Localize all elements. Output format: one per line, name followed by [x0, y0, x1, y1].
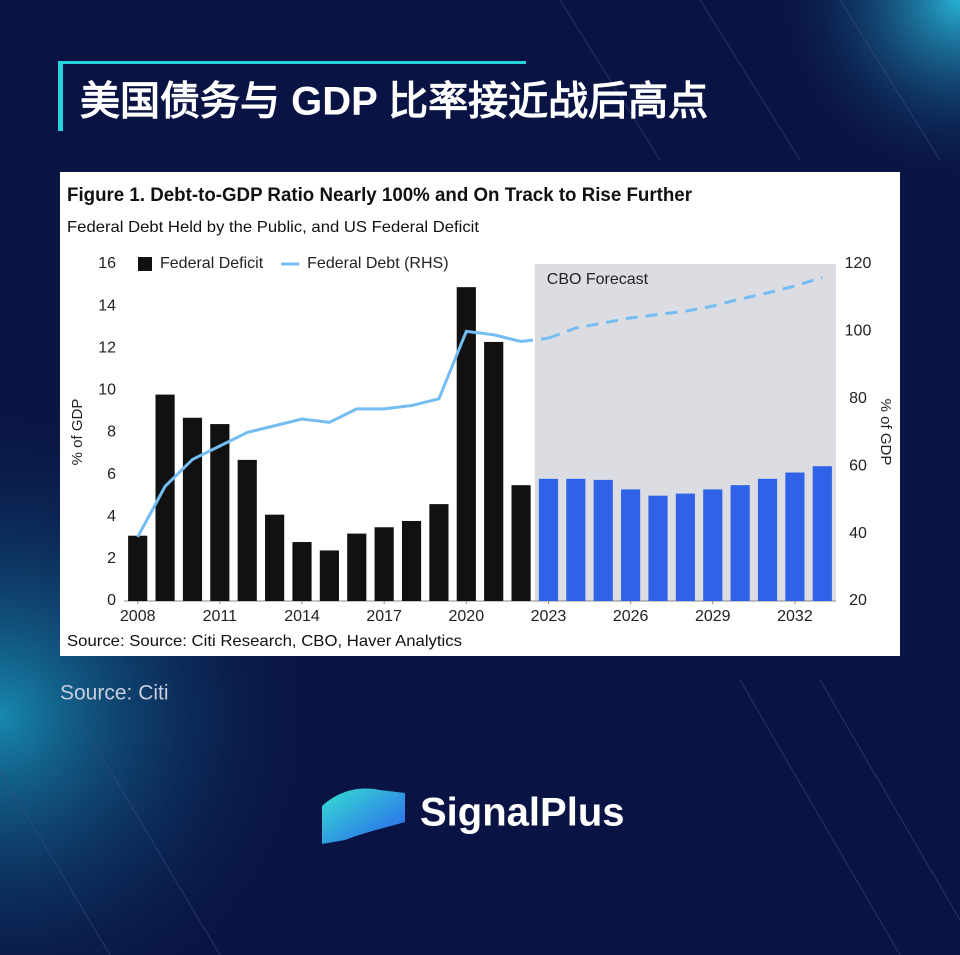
- bar: [429, 504, 449, 601]
- legend-label: Federal Debt (RHS): [307, 255, 448, 272]
- bar: [566, 478, 586, 601]
- bar: [347, 533, 367, 601]
- bar: [265, 514, 285, 601]
- bar: [155, 394, 175, 601]
- bar: [785, 472, 805, 601]
- y2-tick-label: 20: [849, 592, 867, 609]
- y-tick-label: 8: [107, 424, 116, 441]
- y-tick-label: 10: [98, 382, 116, 399]
- y2-axis-label: % of GDP: [877, 399, 894, 466]
- x-tick-label: 2008: [120, 608, 156, 625]
- bar: [484, 341, 504, 601]
- legend-swatch: [138, 257, 152, 271]
- legend-label: Federal Deficit: [160, 255, 264, 272]
- bar: [648, 495, 668, 601]
- caption: Source: Citi: [60, 682, 169, 705]
- y-tick-label: 4: [107, 508, 116, 525]
- x-tick-label: 2017: [366, 608, 402, 625]
- title-rule: [58, 61, 526, 64]
- logo-icon: [322, 788, 405, 844]
- y-tick-label: 6: [107, 466, 116, 483]
- brand-name: SignalPlus: [420, 791, 625, 835]
- y-axis-label: % of GDP: [69, 399, 86, 466]
- page-title: 美国债务与 GDP 比率接近战后高点: [80, 80, 708, 124]
- bar: [182, 417, 203, 601]
- line-connector: [520, 336, 549, 343]
- bar: [237, 459, 257, 601]
- bar: [374, 527, 394, 601]
- y2-tick-label: 60: [849, 457, 867, 474]
- y-tick-label: 14: [98, 297, 116, 314]
- bar: [812, 466, 832, 601]
- y-tick-label: 12: [98, 339, 116, 356]
- bar: [456, 287, 476, 601]
- y2-tick-label: 100: [845, 323, 872, 340]
- bar: [675, 493, 695, 601]
- x-tick-label: 2023: [531, 608, 567, 625]
- region-label: CBO Forecast: [547, 271, 649, 288]
- y-tick-label: 0: [107, 592, 116, 609]
- bar: [703, 489, 723, 601]
- bar: [757, 478, 778, 601]
- x-tick-label: 2032: [777, 608, 813, 625]
- chart-title: Figure 1. Debt-to-GDP Ratio Nearly 100% …: [67, 185, 693, 206]
- bar: [538, 478, 559, 601]
- y-tick-label: 2: [107, 550, 116, 567]
- chart-subtitle: Federal Debt Held by the Public, and US …: [67, 219, 480, 236]
- x-tick-label: 2020: [449, 608, 485, 625]
- bar: [621, 489, 641, 601]
- line: [136, 329, 522, 538]
- y2-tick-label: 80: [849, 390, 867, 407]
- brand-logo: SignalPlus: [322, 788, 625, 844]
- y2-tick-label: 40: [849, 525, 867, 542]
- x-tick-label: 2026: [613, 608, 649, 625]
- x-tick-label: 2014: [284, 608, 320, 625]
- bar: [730, 485, 750, 601]
- bar: [511, 485, 531, 601]
- bar: [401, 520, 422, 601]
- bar: [210, 424, 230, 601]
- bar: [128, 535, 148, 601]
- x-tick-label: 2029: [695, 608, 731, 625]
- x-tick-label: 2011: [203, 608, 238, 625]
- y-tick-label: 16: [98, 255, 116, 272]
- title-bar: [58, 61, 63, 131]
- chart-source: Source: Source: Citi Research, CBO, Have…: [67, 633, 462, 650]
- y2-tick-label: 120: [845, 255, 872, 272]
- bar: [319, 550, 339, 601]
- bar: [292, 542, 312, 601]
- line: [547, 276, 823, 340]
- chart: Figure 1. Debt-to-GDP Ratio Nearly 100% …: [67, 185, 894, 650]
- bar: [593, 479, 613, 601]
